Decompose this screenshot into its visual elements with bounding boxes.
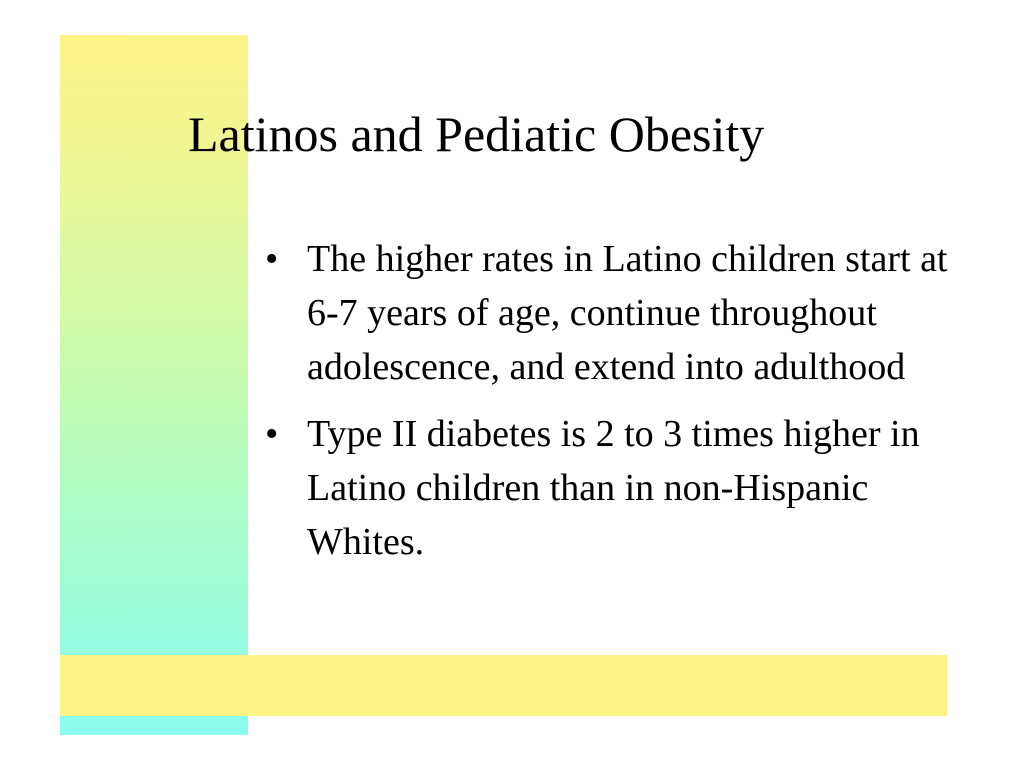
bullet-text: The higher rates in Latino children star… [307,238,948,388]
decorative-gradient-bar [60,35,248,735]
bullet-text: Type II diabetes is 2 to 3 times higher … [307,413,920,563]
bullet-item: • The higher rates in Latino children st… [265,232,955,394]
bullet-item: • Type II diabetes is 2 to 3 times highe… [265,407,955,569]
bullet-icon: • [265,413,279,455]
decorative-bottom-bar [60,655,947,716]
slide-title: Latinos and Pediatic Obesity [188,106,765,162]
bullet-list: • The higher rates in Latino children st… [265,232,955,582]
bullet-icon: • [265,238,279,280]
